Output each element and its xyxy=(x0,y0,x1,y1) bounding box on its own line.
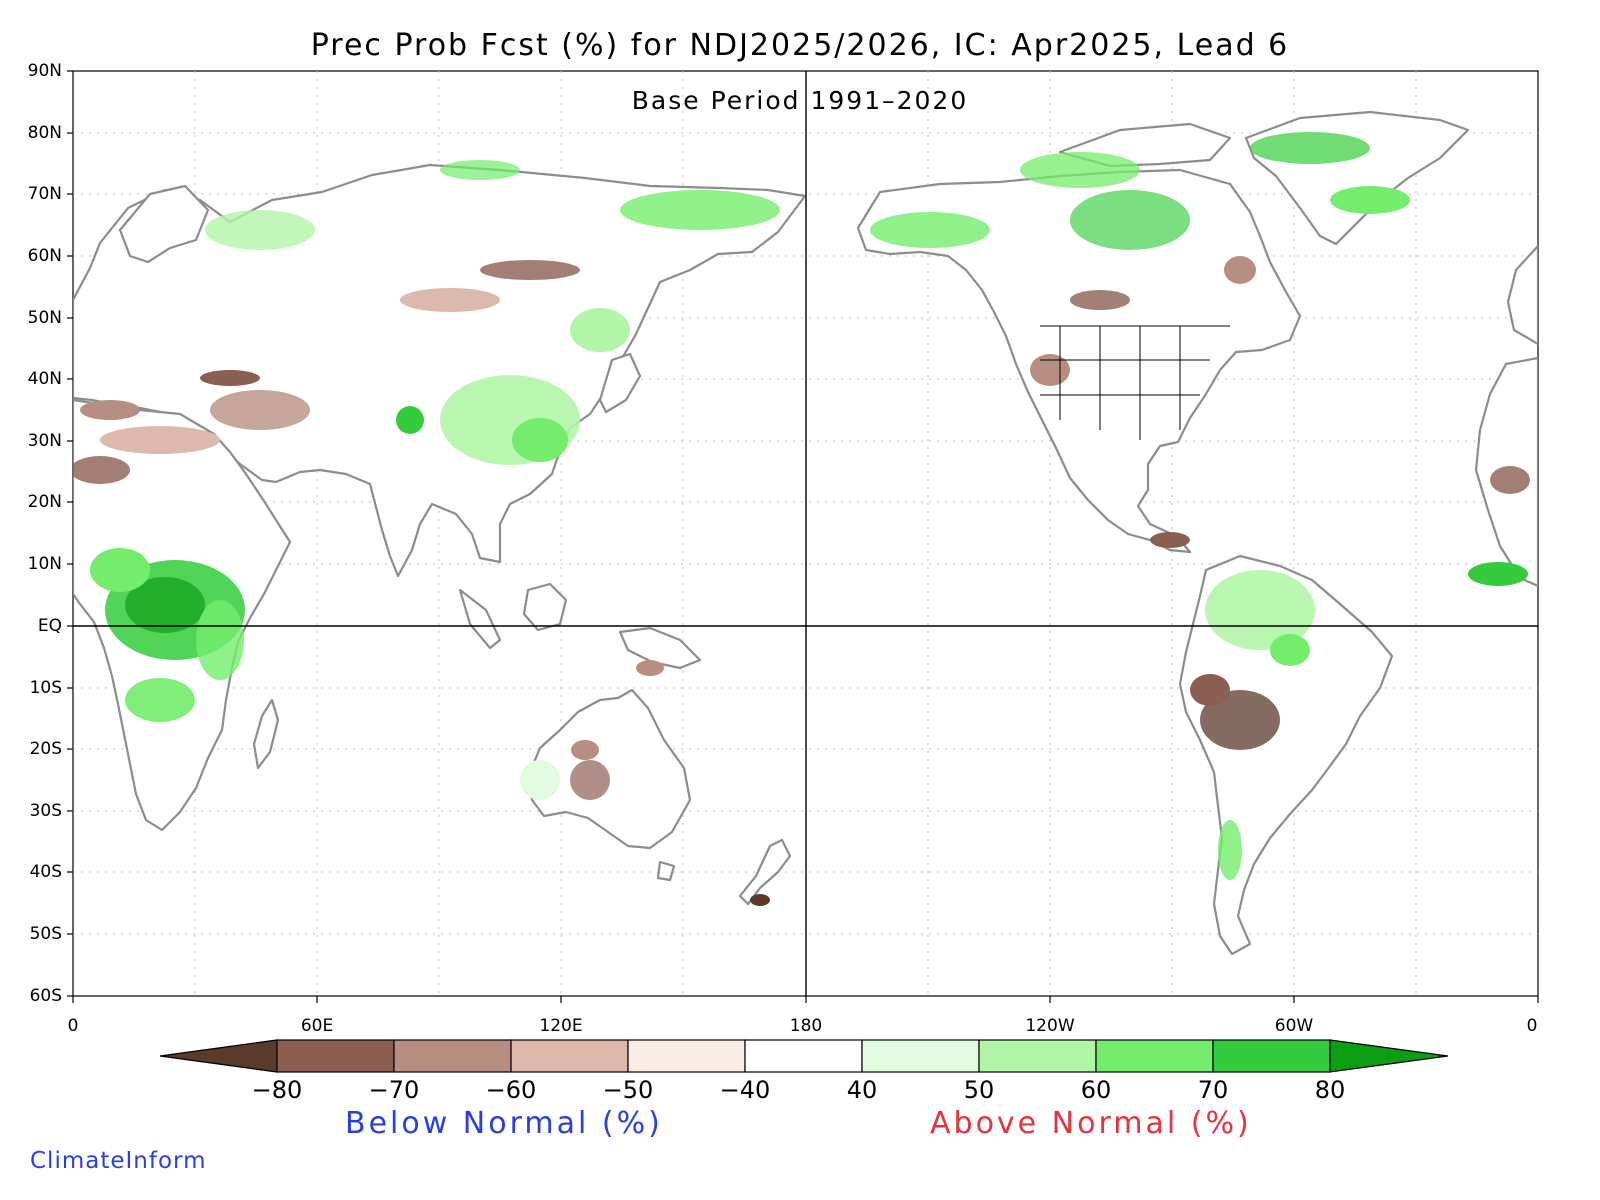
lat-label: 70N xyxy=(27,184,62,204)
madagascar-coastline xyxy=(252,698,280,770)
lat-label: 60S xyxy=(29,986,62,1006)
colorbar-tick-label: −80 xyxy=(251,1076,303,1104)
lat-label: 20S xyxy=(29,739,62,759)
lat-label: 10N xyxy=(27,554,62,574)
above-normal-shading xyxy=(90,132,1528,880)
colorbar xyxy=(159,1039,1449,1073)
lat-label: 40S xyxy=(29,862,62,882)
map-title: Prec Prob Fcst (%) for NDJ2025/2026, IC:… xyxy=(310,28,1290,63)
lat-label: 40N xyxy=(27,369,62,389)
colorbar-tick-label: 40 xyxy=(846,1076,878,1104)
lon-label: 120W xyxy=(1025,1016,1075,1036)
lon-label: 180 xyxy=(789,1016,823,1036)
lat-label: 60N xyxy=(27,246,62,266)
lon-label: 0 xyxy=(67,1016,79,1036)
lat-label: 10S xyxy=(29,678,62,698)
colorbar-tick-label: −40 xyxy=(719,1076,771,1104)
lat-label: 20N xyxy=(27,492,62,512)
colorbar-left-arrow xyxy=(159,1039,278,1073)
japan-coastline xyxy=(598,352,642,414)
colorbar-tick-label: −50 xyxy=(602,1076,654,1104)
north-america-coastline xyxy=(856,168,1302,554)
europe-east-edge-coastline xyxy=(1506,244,1538,346)
colorbar-tick-label: 60 xyxy=(1080,1076,1112,1104)
lat-label: 50N xyxy=(27,308,62,328)
us-state-lines xyxy=(1040,325,1230,440)
tasmania-coastline xyxy=(656,860,676,882)
colorbar-tick-label: 50 xyxy=(963,1076,995,1104)
below-normal-shading xyxy=(73,256,1530,906)
borneo-coastline xyxy=(522,582,568,632)
new-zealand-coastline xyxy=(738,838,792,906)
scandinavia-coastline xyxy=(118,184,210,264)
lon-label: 60W xyxy=(1274,1016,1314,1036)
colorbar-tick-label: 70 xyxy=(1197,1076,1229,1104)
lat-label: EQ xyxy=(37,616,62,636)
new-guinea-coastline xyxy=(618,626,702,670)
lat-label: 30N xyxy=(27,431,62,451)
above-normal-label: Above Normal (%) xyxy=(930,1106,1252,1141)
base-period-label: Base Period 1991–2020 xyxy=(631,86,969,115)
lon-label: 120E xyxy=(539,1016,583,1036)
lat-label: 90N xyxy=(27,61,62,81)
axis-ticks xyxy=(67,70,1539,1003)
lon-label: 60E xyxy=(300,1016,334,1036)
lat-label: 80N xyxy=(27,123,62,143)
colorbar-tick-label: −60 xyxy=(485,1076,537,1104)
lon-label: 0 xyxy=(1526,1016,1538,1036)
sumatra-coastline xyxy=(458,588,502,650)
colorbar-tick-label: 80 xyxy=(1314,1076,1346,1104)
credit-label: ClimateInform xyxy=(30,1148,207,1174)
lat-label: 30S xyxy=(29,801,62,821)
below-normal-label: Below Normal (%) xyxy=(345,1106,663,1141)
colorbar-tick-label: −70 xyxy=(368,1076,420,1104)
lat-label: 50S xyxy=(29,924,62,944)
colorbar-right-arrow xyxy=(1329,1039,1449,1073)
